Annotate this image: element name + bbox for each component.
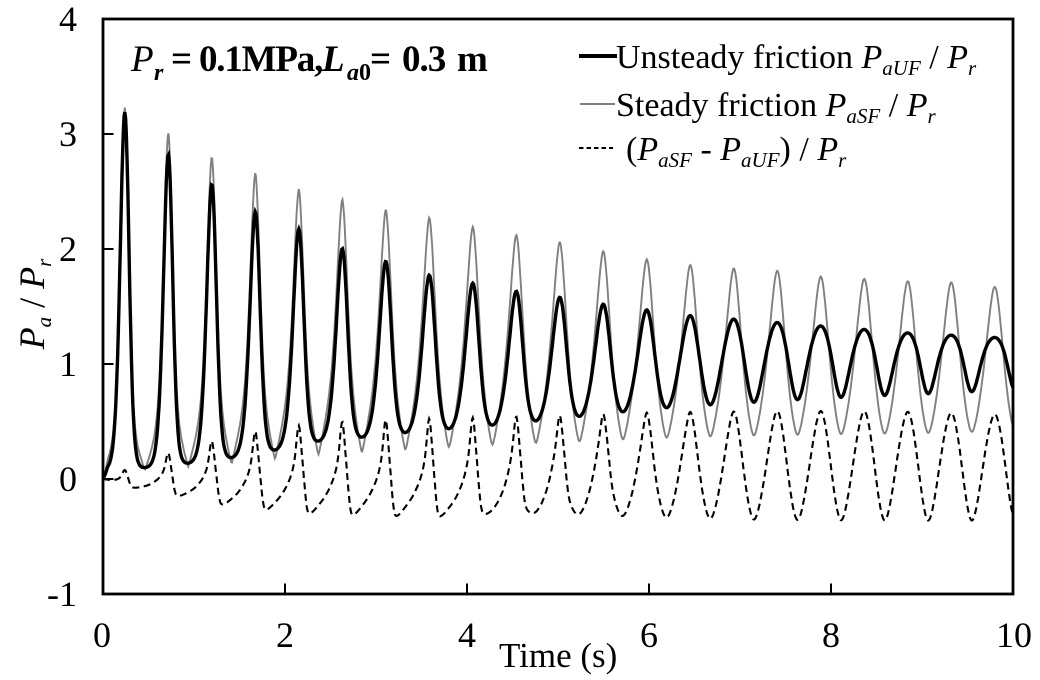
svg-text:4: 4 (59, 0, 77, 39)
svg-text:6: 6 (640, 615, 658, 655)
svg-text:10: 10 (996, 615, 1032, 655)
svg-text:2: 2 (276, 615, 294, 655)
svg-text:Steady friction PaSF / Pr: Steady friction PaSF / Pr (616, 87, 936, 128)
svg-text:4: 4 (458, 615, 476, 655)
svg-text:1: 1 (59, 344, 77, 384)
svg-text:2: 2 (59, 229, 77, 269)
svg-text:Unsteady friction PaUF / Pr: Unsteady friction PaUF / Pr (616, 39, 977, 80)
svg-text:-1: -1 (47, 574, 77, 614)
svg-text:3: 3 (59, 114, 77, 154)
svg-text:8: 8 (822, 615, 840, 655)
svg-text:Pa / Pr: Pa / Pr (12, 258, 56, 351)
svg-text:0: 0 (93, 615, 111, 655)
svg-text:Pr=0.1MPa,La0=0.3m: Pr = 0.1MPa,La0= 0.3 m (130, 39, 488, 86)
svg-text:Time (s): Time (s) (499, 636, 617, 675)
svg-text:0: 0 (59, 459, 77, 499)
